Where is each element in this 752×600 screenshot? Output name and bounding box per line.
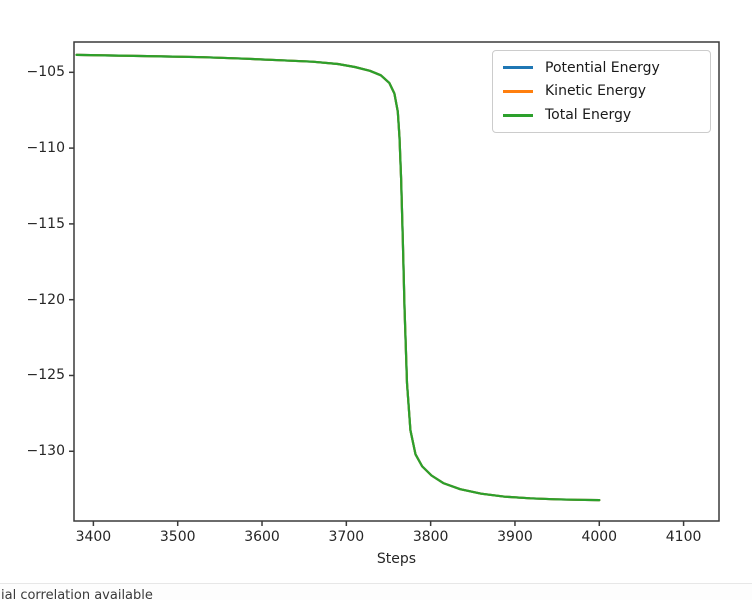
x-tick-label: 4000 bbox=[581, 529, 618, 545]
energy-plot-figure: 3400 3500 3600 3700 3800 3900 4000 4100 −105 −110… bbox=[26, 41, 720, 567]
plot-canvas bbox=[69, 41, 720, 526]
x-tick-label: 3800 bbox=[412, 529, 449, 545]
x-tick-label: 3500 bbox=[159, 529, 196, 545]
legend-label-potential-energy: Potential Energy bbox=[545, 59, 660, 76]
x-tick-label: 3700 bbox=[328, 529, 365, 545]
legend-row-potential-energy: Potential Energy bbox=[503, 60, 700, 76]
potential-energy-line-swatch bbox=[503, 66, 533, 70]
x-tick-label: 3400 bbox=[75, 529, 112, 545]
axes-spines bbox=[73, 41, 720, 522]
total-energy-line-swatch bbox=[503, 113, 533, 117]
page-bottom-strip: ial correlation available bbox=[0, 583, 752, 600]
x-tick-label: 3900 bbox=[497, 529, 533, 545]
y-tick-label: −125 bbox=[26, 367, 65, 384]
clipped-caption-text: ial correlation available bbox=[1, 588, 153, 600]
y-tick-label: −105 bbox=[26, 64, 65, 81]
y-tick-label: −130 bbox=[26, 443, 65, 460]
legend-row-kinetic-energy: Kinetic Energy bbox=[503, 83, 700, 99]
total-energy-line bbox=[75, 53, 601, 502]
x-tick-label: 3600 bbox=[244, 529, 280, 545]
y-tick-label: −120 bbox=[26, 291, 65, 308]
y-tick-label: −115 bbox=[26, 215, 65, 232]
y-tick-label: −110 bbox=[26, 140, 65, 157]
kinetic-energy-line-swatch bbox=[503, 89, 533, 93]
x-axis-label: Steps bbox=[376, 551, 417, 567]
x-tick-label: 4100 bbox=[665, 529, 702, 545]
legend: Potential Energy Kinetic Energy Total En… bbox=[492, 50, 711, 133]
legend-label-total-energy: Total Energy bbox=[545, 107, 632, 124]
legend-row-total-energy: Total Energy bbox=[503, 107, 700, 123]
legend-label-kinetic-energy: Kinetic Energy bbox=[545, 83, 647, 100]
